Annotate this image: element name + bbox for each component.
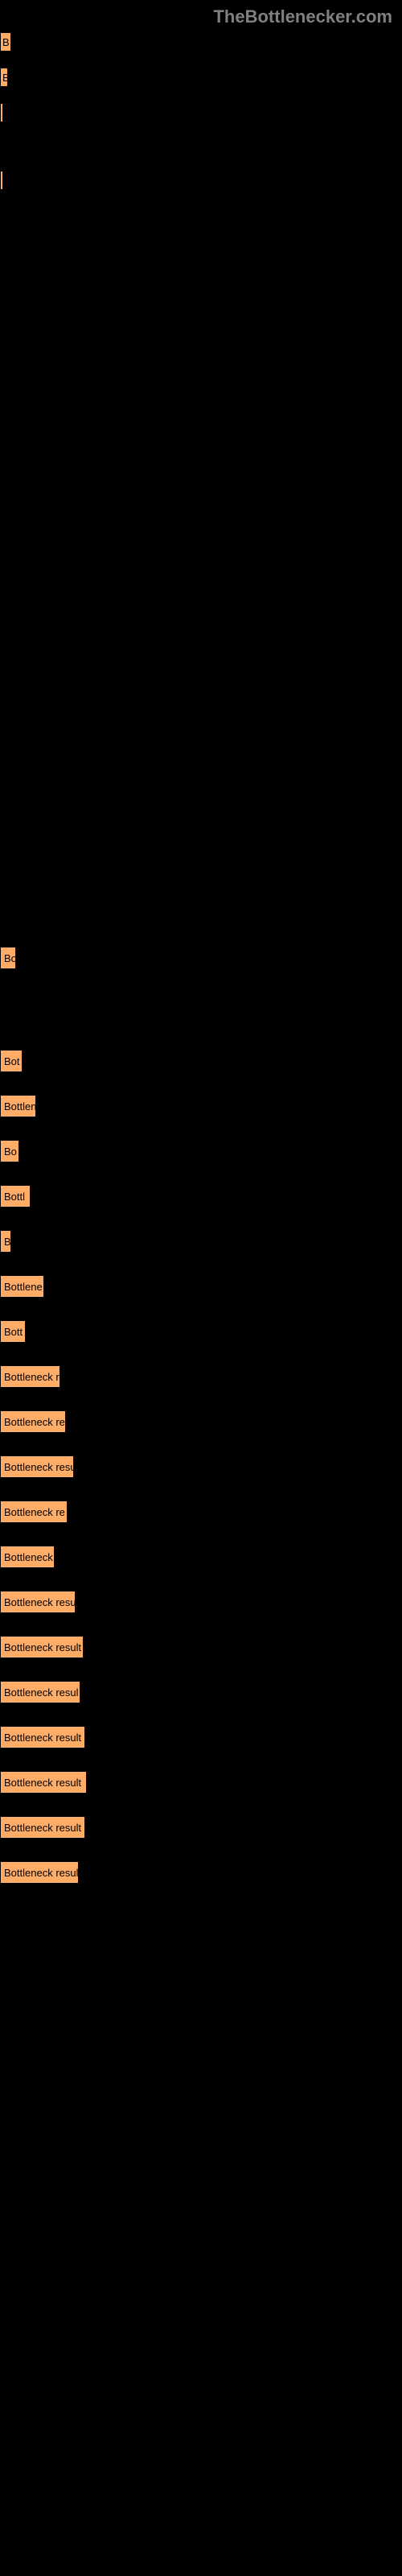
bar-row: B <box>0 1230 402 1253</box>
bottom-bar-group: Bo Bot Bottlen Bo Bottl B Bottlene Bott Bottlene… <box>0 947 402 1884</box>
chart-bar: Bottlene <box>0 1275 44 1298</box>
chart-bar: Bot <box>0 1050 23 1072</box>
bar-row: Bott <box>0 1320 402 1343</box>
top-bar-group: BB <box>0 0 402 190</box>
chart-bar: Bottleneck re <box>0 1410 66 1433</box>
bar-row: Bottleneck resul <box>0 1681 402 1703</box>
bar-row: Bottleneck <box>0 1546 402 1568</box>
bar-row: Bottleneck r <box>0 1365 402 1388</box>
chart-bar: Bottleneck <box>0 1546 55 1568</box>
bar-row: Bo <box>0 1140 402 1162</box>
chart-gap <box>0 206 402 947</box>
chart-bar: B <box>0 68 8 87</box>
chart-bar: B <box>0 32 11 52</box>
bar-row <box>0 103 402 122</box>
chart-bar: Bottleneck r <box>0 1365 60 1388</box>
chart-bar: Bott <box>0 1320 26 1343</box>
chart-bar: Bottleneck result <box>0 1816 85 1839</box>
bar-row: Bottleneck result <box>0 1726 402 1748</box>
bar-row: Bottl <box>0 1185 402 1208</box>
chart-bar <box>0 103 3 122</box>
bar-row: Bottleneck resul <box>0 1861 402 1884</box>
bar-row: B <box>0 32 402 52</box>
chart-bar: Bottleneck re <box>0 1501 68 1523</box>
chart-bar: Bo <box>0 947 16 969</box>
bar-row: Bottleneck result <box>0 1816 402 1839</box>
bar-row: Bo <box>0 947 402 969</box>
bar-row: B <box>0 68 402 87</box>
bar-row: Bottlen <box>0 1095 402 1117</box>
bar-row: Bot <box>0 1050 402 1072</box>
chart-bar: Bottleneck result <box>0 1636 84 1658</box>
bar-row <box>0 171 402 190</box>
chart-bar: Bottleneck resu <box>0 1591 76 1613</box>
chart-bar: Bottl <box>0 1185 31 1208</box>
chart-bar: Bottleneck resul <box>0 1681 80 1703</box>
chart-bar: Bottlen <box>0 1095 36 1117</box>
bar-row: Bottleneck re <box>0 1501 402 1523</box>
chart-container: TheBottlenecker.com BB BoBotBottlenBoBot… <box>0 0 402 2576</box>
chart-bar: B <box>0 1230 11 1253</box>
chart-bar <box>0 171 3 190</box>
bar-row: Bottleneck resu <box>0 1591 402 1613</box>
bar-row: Bottlene <box>0 1275 402 1298</box>
chart-bar: Bottleneck resul <box>0 1861 79 1884</box>
chart-bar: Bottleneck resu <box>0 1455 74 1478</box>
watermark-text: TheBottlenecker.com <box>213 6 392 27</box>
chart-bar: Bottleneck result <box>0 1726 85 1748</box>
bar-row: Bottleneck re <box>0 1410 402 1433</box>
chart-bar: Bottleneck result <box>0 1771 87 1794</box>
bar-row: Bottleneck result <box>0 1636 402 1658</box>
bar-row: Bottleneck resu <box>0 1455 402 1478</box>
chart-bar: Bo <box>0 1140 19 1162</box>
bar-row: Bottleneck result <box>0 1771 402 1794</box>
